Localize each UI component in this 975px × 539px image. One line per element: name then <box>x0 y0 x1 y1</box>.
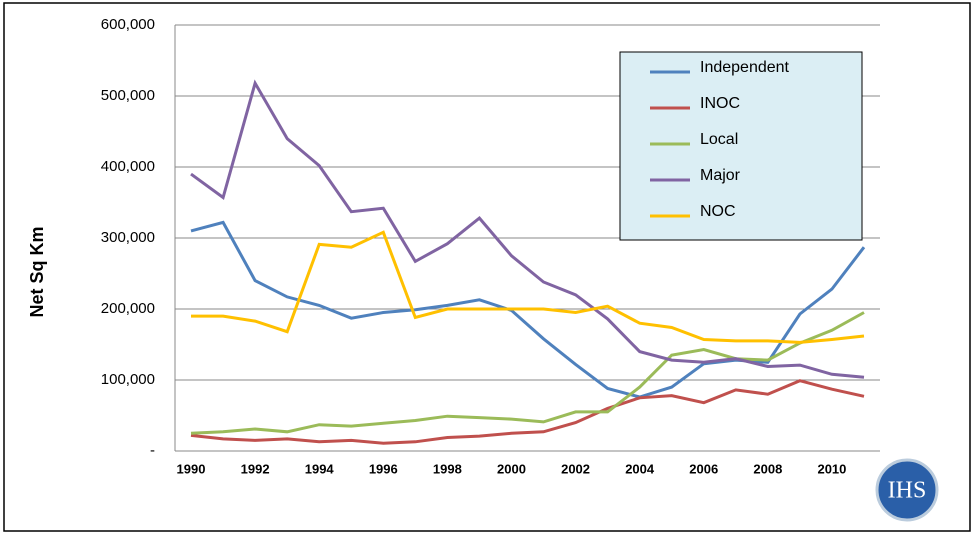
x-tick-label: 1992 <box>241 461 270 476</box>
x-tick-label: 2008 <box>753 461 782 476</box>
series-line <box>191 230 865 344</box>
legend-label: Major <box>700 167 741 184</box>
legend-label: Independent <box>700 59 790 76</box>
series-line <box>190 79 865 379</box>
x-tick-label: 1994 <box>305 461 335 476</box>
series-line <box>190 311 865 435</box>
legend-label: NOC <box>700 203 736 220</box>
legend-box <box>619 51 863 241</box>
y-tick-label: 500,000 <box>101 87 155 104</box>
series-line <box>190 379 865 445</box>
x-tick-label: 2006 <box>689 461 718 476</box>
x-tick-label: 1990 <box>177 461 206 476</box>
y-tick-label: 600,000 <box>101 16 155 33</box>
y-tick-label: 300,000 <box>101 229 155 246</box>
x-tick-label: 2010 <box>817 461 846 476</box>
x-tick-label: 2004 <box>625 461 655 476</box>
logo-text: IHS <box>888 478 927 504</box>
x-tick-label: 2002 <box>561 461 590 476</box>
y-tick-label: - <box>150 442 155 459</box>
y-axis-label: Net Sq Km <box>27 226 47 317</box>
legend-label: Local <box>700 131 738 148</box>
logo: IHS <box>875 458 939 522</box>
x-tick-label: 2000 <box>497 461 526 476</box>
legend-label: INOC <box>700 95 740 112</box>
y-tick-label: 400,000 <box>101 158 155 175</box>
y-tick-label: 100,000 <box>101 371 155 388</box>
x-tick-label: 1998 <box>433 461 462 476</box>
x-tick-label: 1996 <box>369 461 398 476</box>
frame <box>3 2 971 532</box>
y-tick-label: 200,000 <box>101 300 155 317</box>
